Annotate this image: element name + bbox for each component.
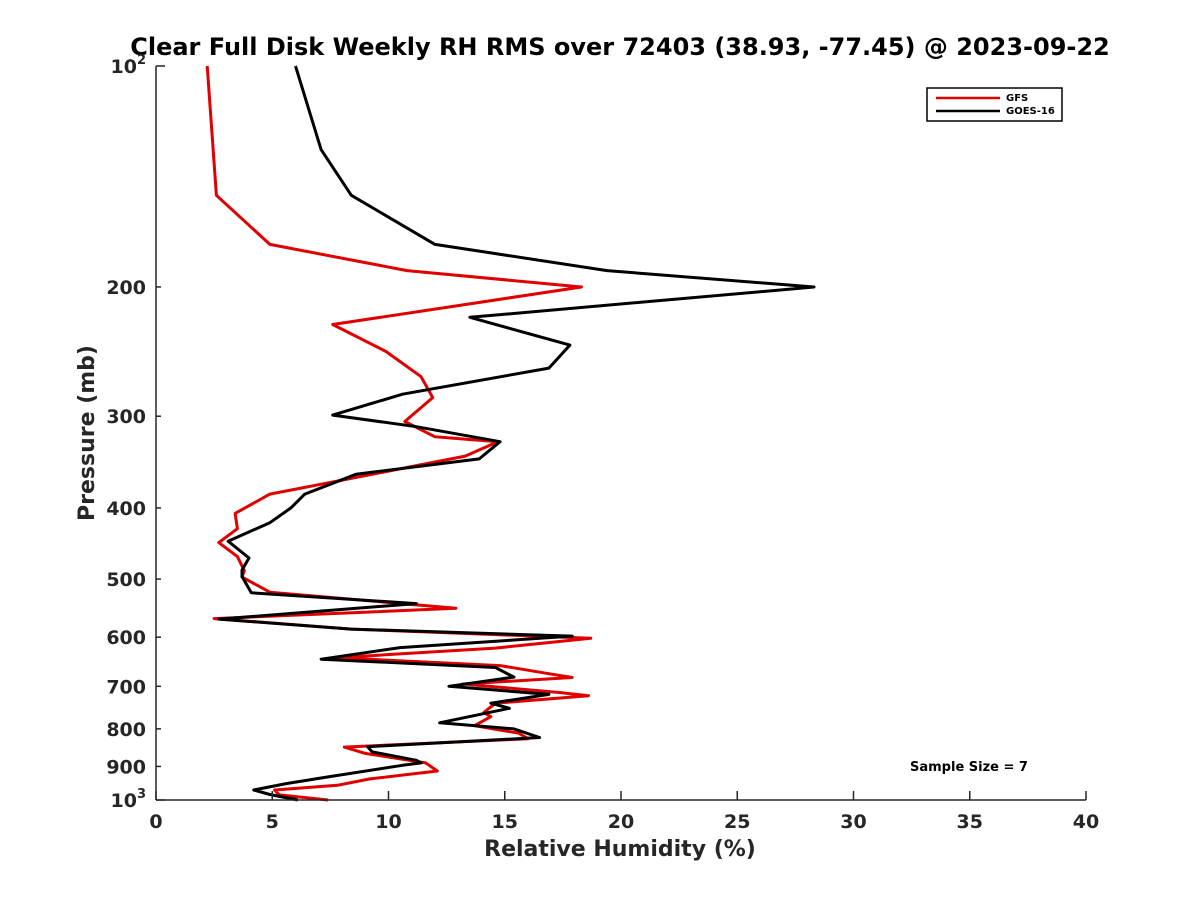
- y-tick-exponent: 2: [137, 53, 146, 68]
- y-tick-label: 700: [106, 676, 146, 698]
- plot-area: 0 5 10 15 20 25 30 35 40 102 200 300 400 500 600 700 80…: [106, 53, 1099, 833]
- y-tick-label: 103: [111, 787, 147, 812]
- legend: GFS GOES-16: [926, 87, 1063, 122]
- y-tick-label: 900: [106, 756, 146, 778]
- x-tick-label: 5: [266, 811, 279, 833]
- series-line-gfs: [205, 65, 593, 802]
- y-tick-label: 102: [111, 53, 147, 78]
- y-axis-label: Pressure (mb): [75, 345, 100, 521]
- y-tick-label: 600: [106, 627, 146, 649]
- chart-title: Clear Full Disk Weekly RH RMS over 72403…: [130, 33, 1110, 61]
- x-tick-label: 40: [1073, 811, 1099, 833]
- legend-label-goes-16: GOES-16: [1006, 106, 1055, 117]
- y-axis-ticks: 102 200 300 400 500 600 700 800 900 103: [106, 53, 165, 812]
- series-line-goes-16: [217, 65, 816, 802]
- legend-box: [926, 87, 1063, 122]
- y-tick-label: 300: [106, 406, 146, 428]
- x-axis-label: Relative Humidity (%): [484, 837, 756, 862]
- x-tick-label: 30: [840, 811, 866, 833]
- y-tick-label: 800: [106, 719, 146, 741]
- x-tick-label: 35: [957, 811, 983, 833]
- x-axis-ticks: 0 5 10 15 20 25 30 35 40: [149, 791, 1099, 833]
- x-tick-label: 25: [724, 811, 750, 833]
- y-tick-label: 500: [106, 569, 146, 591]
- series-layer: [205, 65, 816, 802]
- x-tick-label: 20: [608, 811, 634, 833]
- x-tick-label: 10: [375, 811, 401, 833]
- x-tick-label: 0: [149, 811, 162, 833]
- y-tick-label: 400: [106, 498, 146, 520]
- legend-label-gfs: GFS: [1006, 93, 1028, 104]
- x-tick-label: 15: [492, 811, 518, 833]
- y-tick-exponent: 3: [137, 787, 146, 802]
- y-tick-label: 200: [106, 277, 146, 299]
- sample-size-annotation: Sample Size = 7: [910, 760, 1028, 775]
